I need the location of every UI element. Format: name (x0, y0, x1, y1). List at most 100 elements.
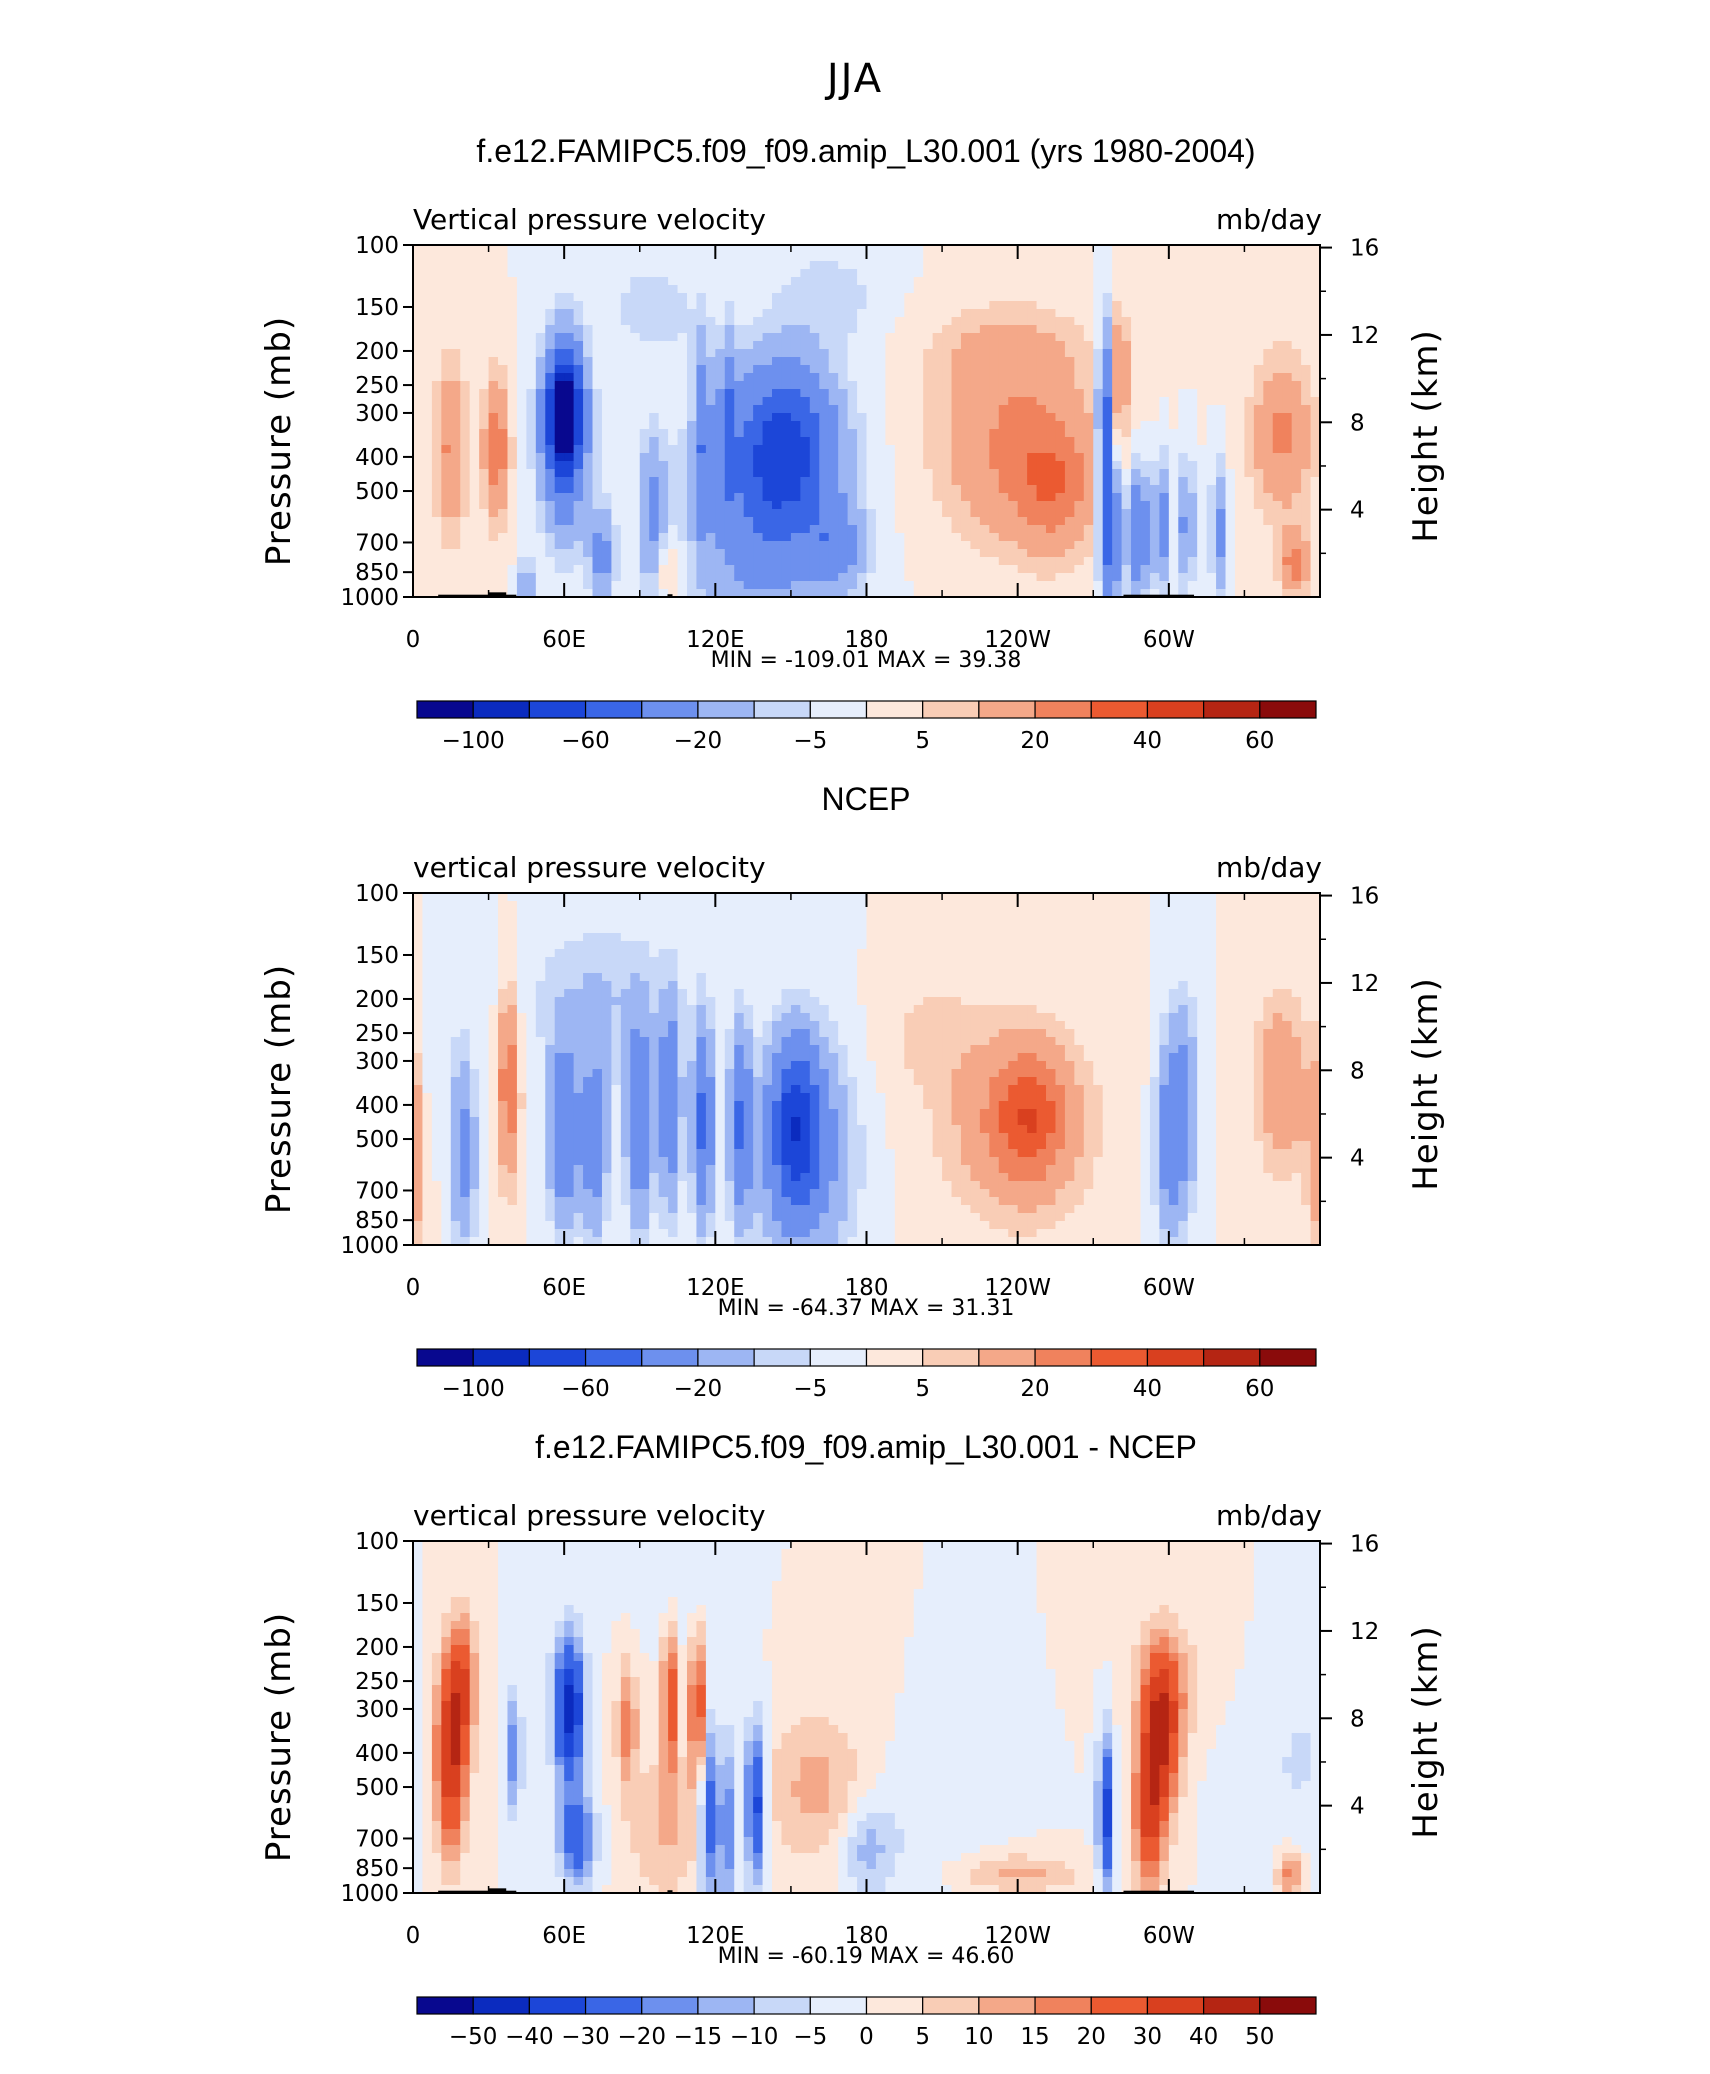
field-cell (970, 917, 981, 926)
field-cell (1008, 485, 1019, 494)
field-cell (857, 261, 868, 270)
field-cell (705, 397, 716, 406)
field-cell (1064, 477, 1075, 486)
field-cell (1149, 469, 1160, 478)
field-cell (772, 901, 783, 910)
field-cell (904, 309, 915, 318)
field-cell (923, 469, 934, 478)
field-cell (1234, 253, 1246, 262)
field-cell (1112, 349, 1123, 358)
field-cell (507, 893, 518, 902)
field-cell (1046, 557, 1057, 566)
field-cell (894, 941, 905, 950)
field-cell (526, 453, 537, 462)
field-cell (1159, 565, 1170, 574)
field-cell (1282, 501, 1293, 510)
field-cell (1017, 269, 1028, 278)
field-cell (1017, 357, 1028, 366)
field-cell (1168, 581, 1179, 590)
field-cell (838, 349, 849, 358)
field-cell (819, 477, 830, 486)
field-cell (573, 269, 584, 278)
field-cell (838, 317, 849, 326)
field-cell (904, 333, 915, 342)
field-cell (923, 541, 934, 550)
field-cell (507, 429, 518, 438)
field-cell (1272, 317, 1283, 326)
field-cell (498, 549, 509, 558)
field-cell (620, 549, 631, 558)
field-cell (639, 469, 650, 478)
field-cell (809, 525, 820, 534)
field-cell (554, 269, 565, 278)
field-cell (601, 501, 613, 510)
field-cell (932, 565, 943, 574)
field-cell (743, 565, 754, 574)
field-cell (1168, 525, 1179, 534)
field-cell (441, 357, 452, 366)
x-tick-label: 120W (984, 627, 1051, 653)
field-cell (743, 501, 754, 510)
field-cell (1008, 349, 1019, 358)
field-cell (620, 493, 631, 502)
field-cell (1225, 349, 1236, 358)
field-cell (998, 349, 1009, 358)
field-cell (1291, 309, 1302, 318)
field-cell (1291, 277, 1302, 286)
field-cell (479, 301, 490, 310)
field-cell (1168, 901, 1179, 910)
field-cell (1225, 549, 1236, 558)
field-cell (772, 917, 783, 926)
field-cell (620, 421, 631, 430)
field-cell (1102, 301, 1113, 310)
field-cell (630, 301, 641, 310)
terrain-block (488, 592, 507, 597)
field-cell (1102, 517, 1113, 526)
field-cell (1291, 469, 1302, 478)
field-cell (866, 373, 877, 382)
field-cell (894, 261, 905, 270)
field-cell (705, 285, 716, 294)
field-cell (1178, 261, 1189, 270)
field-cell (772, 325, 783, 334)
field-cell (1310, 917, 1321, 926)
field-cell (866, 269, 877, 278)
field-cell (1093, 941, 1104, 950)
field-cell (441, 317, 452, 326)
field-cell (1244, 933, 1255, 942)
field-cell (1216, 437, 1227, 446)
field-cell (649, 469, 660, 478)
field-cell (488, 581, 499, 590)
field-cell (1140, 429, 1151, 438)
field-cell (422, 933, 433, 942)
field-cell (431, 565, 442, 574)
field-cell (1187, 525, 1198, 534)
field-cell (1197, 373, 1208, 382)
field-cell (904, 341, 915, 350)
field-cell (620, 557, 631, 566)
field-cell (989, 301, 1000, 310)
field-cell (639, 261, 650, 270)
field-cell (960, 573, 972, 582)
field-cell (913, 389, 924, 398)
field-cell (960, 549, 972, 558)
field-cell (1291, 317, 1302, 326)
field-cell (488, 549, 499, 558)
field-cell (857, 301, 868, 310)
field-cell (913, 461, 924, 470)
field-cell (715, 413, 726, 422)
field-cell (866, 469, 877, 478)
field-cell (1216, 493, 1227, 502)
field-cell (413, 429, 424, 438)
field-cell (1225, 245, 1236, 254)
field-cell (1046, 453, 1057, 462)
field-cell (658, 341, 669, 350)
field-cell (705, 461, 716, 470)
field-cell (507, 525, 518, 534)
field-cell (1102, 253, 1113, 262)
field-cell (1064, 325, 1075, 334)
field-cell (998, 389, 1009, 398)
field-cell (413, 933, 424, 942)
field-cell (1102, 581, 1113, 590)
field-cell (951, 261, 962, 270)
